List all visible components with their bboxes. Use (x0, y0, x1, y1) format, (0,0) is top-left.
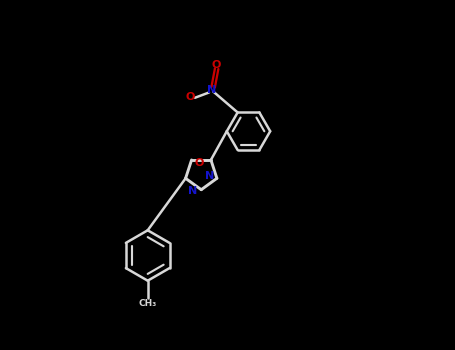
Text: CH₃: CH₃ (139, 299, 157, 308)
Text: N: N (205, 170, 214, 181)
Text: N: N (188, 187, 197, 196)
Text: O: O (185, 92, 195, 102)
Text: N: N (207, 85, 217, 96)
Text: O: O (195, 159, 204, 168)
Text: O: O (212, 60, 221, 70)
